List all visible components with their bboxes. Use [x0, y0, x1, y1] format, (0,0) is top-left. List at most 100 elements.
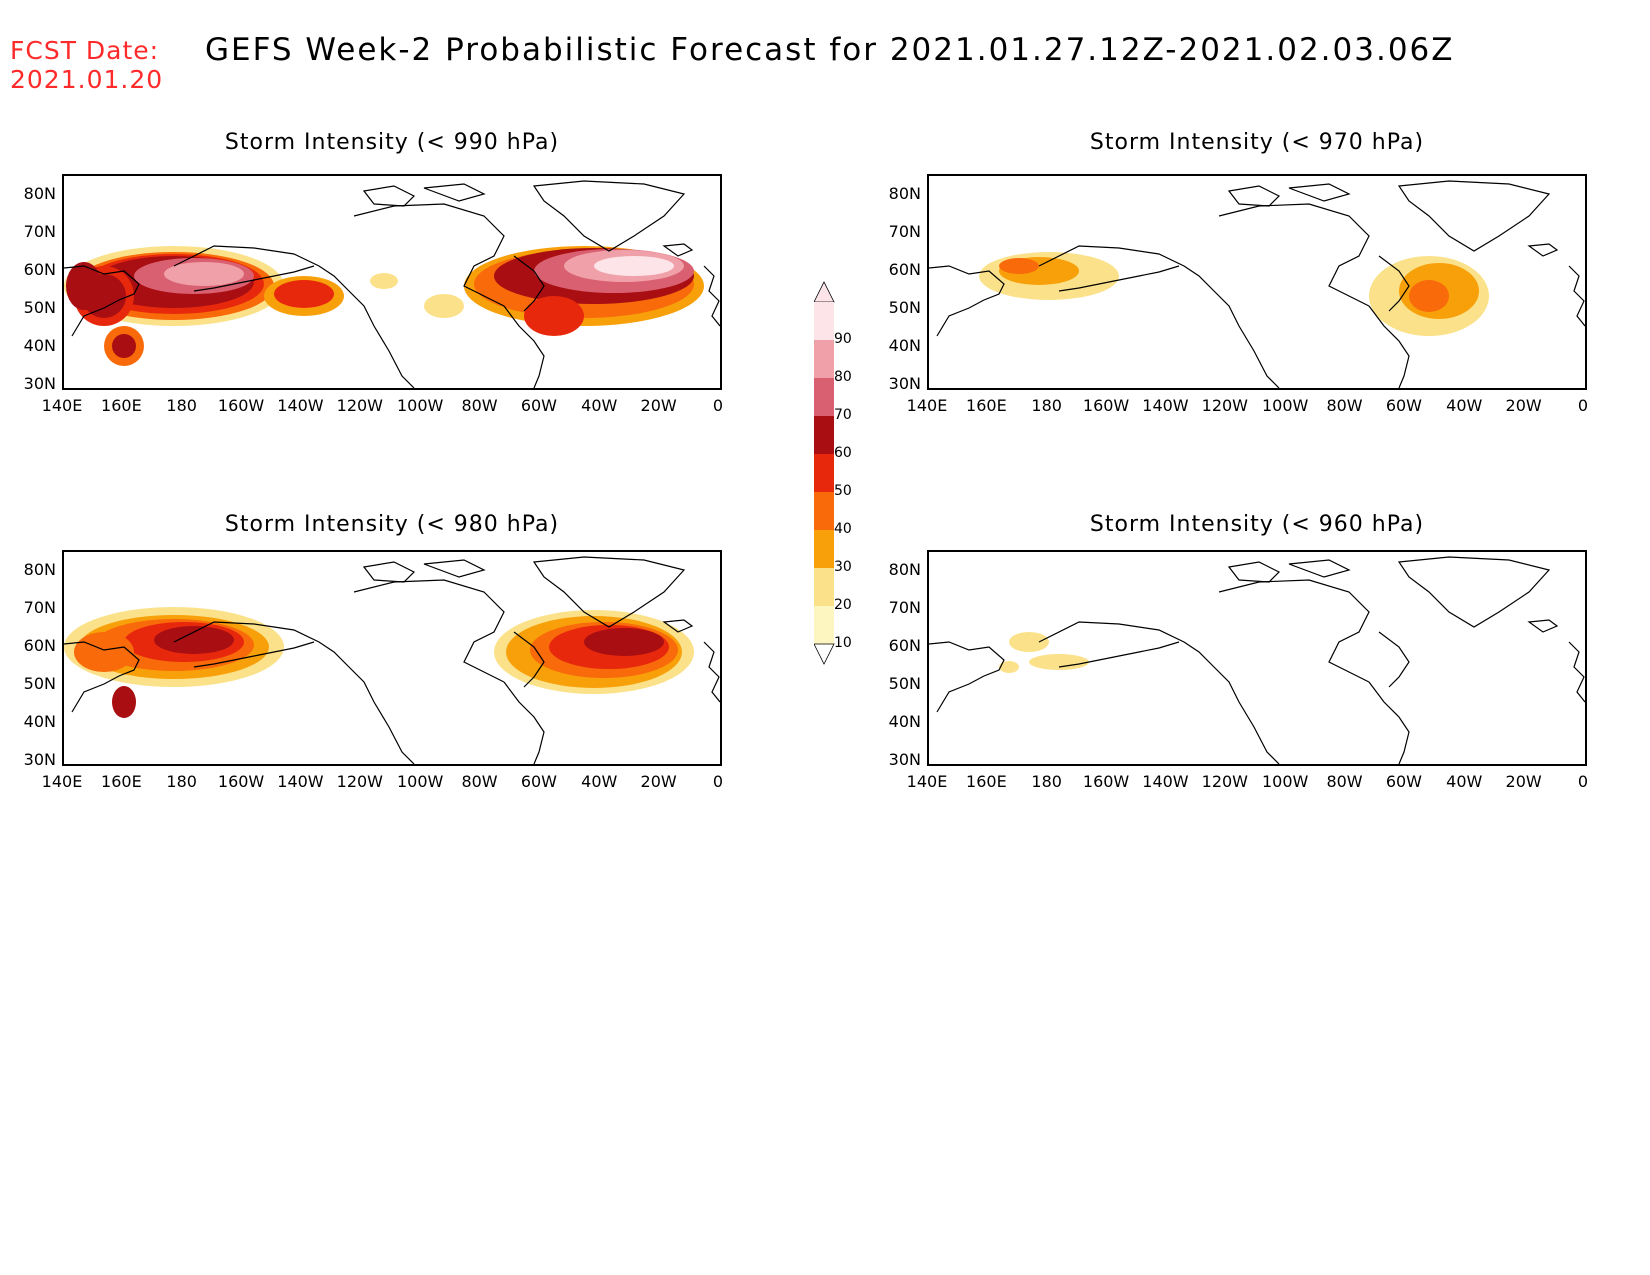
coastline	[929, 265, 1005, 337]
lat-tick-label: 80N	[23, 560, 56, 579]
lat-tick-label: 80N	[888, 560, 921, 579]
lon-tick-label: 0	[1577, 396, 1589, 415]
lon-tick-label: 120W	[1201, 396, 1248, 415]
lon-tick-label: 140W	[1142, 772, 1189, 791]
colorbar	[814, 281, 835, 665]
colorbar-segment	[814, 378, 834, 416]
probability-contour	[1409, 280, 1449, 312]
colorbar-segment	[814, 530, 834, 568]
coastline	[423, 559, 486, 578]
lon-tick-label: 180	[166, 772, 197, 791]
colorbar-top-tip	[814, 281, 835, 303]
coastline	[1397, 180, 1551, 252]
lon-tick-label: 120W	[336, 396, 383, 415]
colorbar-segment	[814, 568, 834, 606]
lat-tick-label: 60N	[23, 636, 56, 655]
lat-tick-label: 30N	[23, 750, 56, 769]
lon-tick-label: 140E	[41, 396, 83, 415]
colorbar-tick-label: 10	[834, 635, 852, 651]
probability-contour	[112, 334, 136, 358]
panel-title-990: Storm Intensity (< 990 hPa)	[224, 130, 560, 155]
lon-tick-label: 0	[1577, 772, 1589, 791]
colorbar-tick-label: 20	[834, 597, 852, 613]
coastline	[1288, 559, 1351, 578]
lon-tick-label: 160E	[101, 396, 142, 415]
lon-tick-label: 80W	[461, 396, 498, 415]
coastline	[1038, 621, 1280, 764]
coastline	[1397, 556, 1551, 628]
probability-contour	[594, 256, 674, 276]
coastline	[1218, 203, 1370, 307]
lat-tick-label: 40N	[23, 336, 56, 355]
probability-contour	[999, 661, 1019, 673]
probability-contour	[1009, 632, 1049, 652]
colorbar-tick-label: 70	[834, 407, 852, 423]
coastline	[1058, 641, 1180, 668]
coastline	[662, 243, 694, 257]
lon-tick-label: 80W	[1326, 772, 1363, 791]
coastline	[1218, 579, 1370, 683]
coastline	[193, 641, 315, 668]
coastline	[929, 641, 1005, 713]
coastline	[1368, 681, 1410, 764]
lon-tick-label: 140W	[277, 396, 324, 415]
lon-tick-label: 60W	[520, 772, 557, 791]
lat-tick-label: 40N	[888, 336, 921, 355]
coastline	[662, 619, 694, 633]
lat-tick-label: 30N	[888, 750, 921, 769]
coastline	[1568, 265, 1585, 327]
forecast-date-label: FCST Date:	[10, 36, 160, 65]
probability-contour	[1029, 654, 1089, 670]
colorbar-tick-label: 40	[834, 521, 852, 537]
lat-tick-label: 80N	[23, 184, 56, 203]
coastline	[1227, 561, 1281, 583]
colorbar-bottom-tip	[814, 643, 835, 665]
coastline	[353, 579, 505, 683]
coastline	[1227, 185, 1281, 207]
lat-tick-label: 50N	[888, 674, 921, 693]
coastline	[1378, 631, 1410, 688]
map-990	[62, 174, 722, 390]
probability-contour	[584, 628, 664, 656]
lon-tick-label: 80W	[461, 772, 498, 791]
lat-tick-label: 30N	[23, 374, 56, 393]
lat-tick-label: 60N	[888, 636, 921, 655]
coastline	[503, 305, 545, 388]
coastline	[64, 641, 140, 713]
lon-tick-label: 160W	[217, 396, 265, 415]
lon-tick-label: 160E	[966, 772, 1007, 791]
probability-contour	[112, 686, 136, 718]
coastline	[703, 641, 720, 703]
lon-tick-label: 160W	[1082, 772, 1130, 791]
colorbar-tick-label: 60	[834, 445, 852, 461]
colorbar-tick-label: 90	[834, 331, 852, 347]
coastline	[513, 631, 545, 688]
lat-tick-label: 70N	[888, 598, 921, 617]
map-970	[927, 174, 1587, 390]
lat-tick-label: 30N	[888, 374, 921, 393]
lon-tick-label: 80W	[1326, 396, 1363, 415]
coastline	[1527, 243, 1559, 257]
coastline	[362, 561, 416, 583]
probability-contour	[154, 626, 234, 654]
coastline	[1568, 641, 1585, 703]
coastline	[1288, 183, 1351, 202]
lon-tick-label: 140E	[906, 772, 948, 791]
colorbar-tick-label: 30	[834, 559, 852, 575]
lat-tick-label: 70N	[23, 222, 56, 241]
lon-tick-label: 160E	[101, 772, 142, 791]
page-title: GEFS Week-2 Probabilistic Forecast for 2…	[205, 32, 1455, 68]
lon-tick-label: 120W	[1201, 772, 1248, 791]
lon-tick-label: 60W	[1385, 396, 1422, 415]
lat-tick-label: 40N	[23, 712, 56, 731]
lon-tick-label: 100W	[1261, 396, 1309, 415]
map-980	[62, 550, 722, 766]
lon-tick-label: 160W	[217, 772, 265, 791]
lon-tick-label: 100W	[396, 772, 444, 791]
coastline	[362, 185, 416, 207]
lon-tick-label: 140W	[1142, 396, 1189, 415]
lon-tick-label: 0	[712, 772, 724, 791]
lon-tick-label: 20W	[1505, 772, 1542, 791]
lon-tick-label: 20W	[640, 772, 677, 791]
lat-tick-label: 60N	[23, 260, 56, 279]
